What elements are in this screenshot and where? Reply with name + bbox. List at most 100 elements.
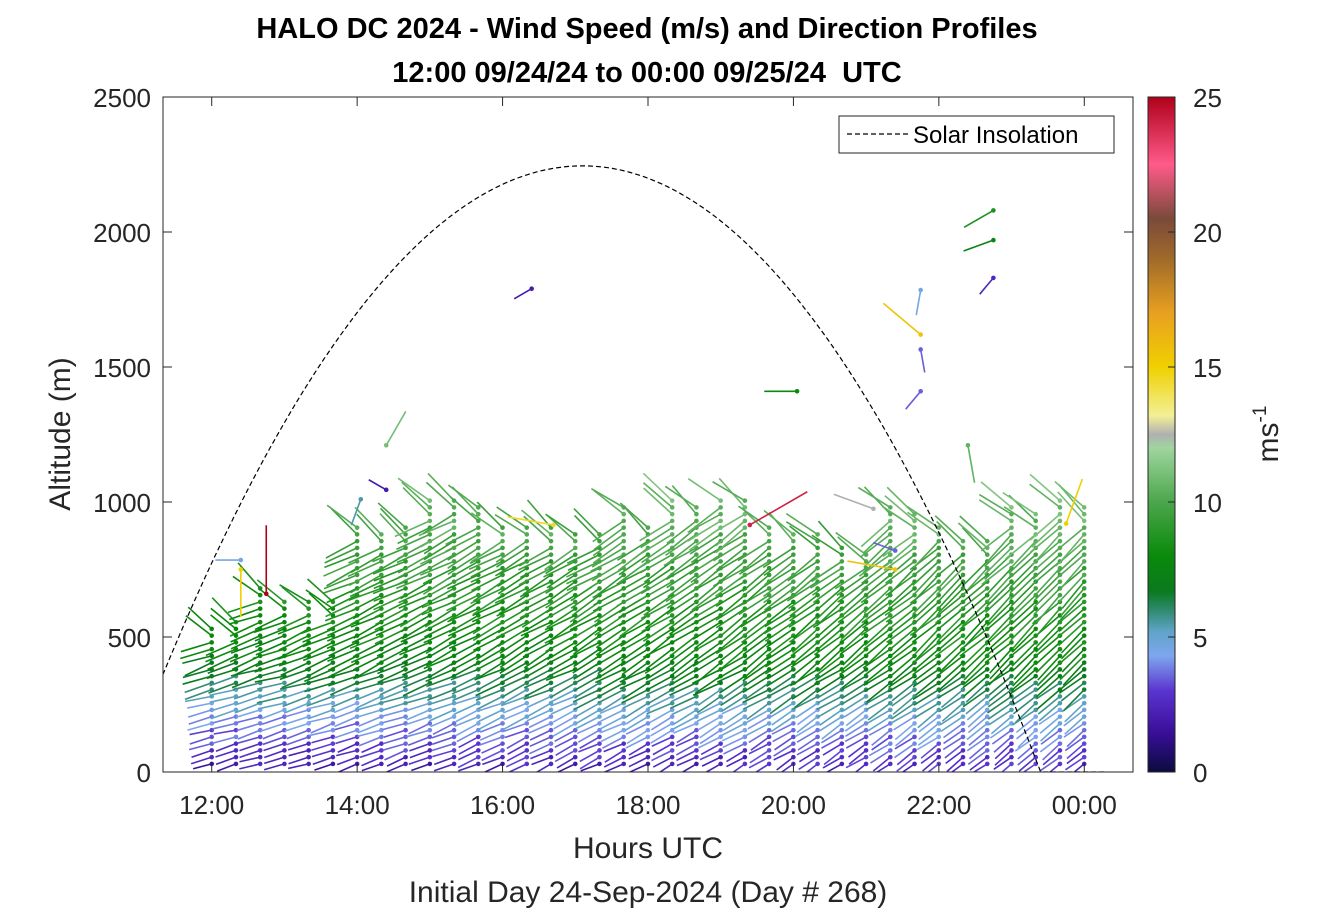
wind-barb-shaft [522, 661, 552, 680]
wind-barb-point [451, 748, 457, 753]
wind-barb-point [839, 572, 845, 578]
wind-barb-point [427, 727, 433, 733]
wind-barb-shaft [882, 506, 915, 529]
wind-barb-shaft [644, 628, 673, 648]
wind-barb-point [960, 748, 966, 753]
wind-barb-point [476, 518, 481, 524]
wind-barb-point [815, 559, 820, 564]
wind-barb-point [379, 552, 384, 557]
wind-barb-shaft [962, 662, 988, 686]
wind-barb-point [742, 532, 748, 537]
wind-barb-point [524, 741, 530, 746]
wind-barb-shaft [796, 742, 818, 756]
wind-barb-shaft [470, 560, 503, 578]
wind-barb-shaft [718, 594, 746, 618]
wind-barb-shaft [604, 749, 625, 763]
wind-barb-shaft [847, 560, 896, 571]
wind-barb-point [238, 567, 244, 572]
wind-barb-point [548, 727, 554, 733]
wind-barb-point [912, 559, 917, 564]
wind-barb-shaft [913, 648, 940, 671]
wind-barb-point [621, 653, 627, 659]
wind-barb-shaft [988, 709, 1012, 726]
wind-barb-shaft [282, 695, 309, 708]
wind-barb-point [427, 748, 433, 753]
wind-barb-point [548, 741, 554, 746]
wind-barb-shaft [643, 594, 673, 616]
colorbar-tick-label: 20 [1193, 218, 1222, 248]
wind-barb-shaft [529, 729, 552, 741]
wind-barb-point [718, 748, 723, 753]
wind-barb-shaft [669, 635, 697, 657]
wind-barb-point [597, 538, 602, 544]
wind-barb-point [791, 741, 796, 746]
wind-barb-shaft [566, 567, 600, 585]
wind-barb-shaft [896, 749, 916, 766]
wind-barb-point [257, 754, 263, 760]
wind-barb-shaft [333, 709, 358, 720]
wind-barb-shaft [427, 472, 455, 502]
wind-barb-point [694, 761, 699, 767]
wind-barb-point [815, 761, 820, 767]
wind-barb-shaft [861, 607, 891, 629]
wind-barb-point [257, 640, 263, 645]
wind-barb-point [621, 572, 627, 578]
wind-barb-point [888, 525, 893, 530]
wind-barb-shaft [620, 641, 649, 662]
wind-barb-point [597, 646, 602, 652]
wind-barb-shaft [426, 675, 455, 688]
colorbar-tick-label: 25 [1193, 83, 1222, 113]
wind-barb-shaft [573, 648, 600, 668]
wind-barb-shaft [645, 668, 673, 684]
wind-barb-point [694, 518, 699, 524]
wind-barb-shaft [257, 682, 285, 690]
wind-barb-point [257, 721, 263, 726]
wind-barb-point [597, 667, 602, 672]
wind-barb-shaft [1003, 506, 1037, 529]
wind-barb-shaft [840, 661, 867, 681]
wind-barb-point [233, 748, 239, 753]
wind-barb-point [839, 721, 845, 726]
wind-barb-shaft [1012, 688, 1037, 706]
wind-barb-point [936, 565, 942, 571]
wind-barb-point [1057, 646, 1063, 652]
wind-barb-shaft [1033, 581, 1061, 608]
wind-barb-point [1009, 680, 1014, 686]
wind-barb-shaft [205, 648, 237, 663]
wind-barb-point [694, 727, 699, 733]
wind-barb-shaft [639, 533, 673, 555]
wind-barb-shaft [941, 702, 964, 722]
wind-barb-shaft [566, 547, 600, 564]
wind-barb-shaft [1002, 491, 1037, 515]
wind-barb-shaft [764, 587, 794, 611]
wind-barb-point [548, 552, 554, 557]
wind-barb-shaft [912, 560, 940, 586]
wind-barb-shaft [328, 661, 358, 678]
wind-barb-point [960, 545, 966, 551]
wind-barb-shaft [665, 580, 697, 603]
chart-subtitle: 12:00 09/24/24 to 00:00 09/25/24 UTC [392, 57, 901, 89]
wind-barb-shaft [304, 682, 334, 693]
wind-barb-point [742, 761, 748, 767]
wind-barb-point [742, 626, 748, 632]
wind-barb-shaft [411, 763, 431, 772]
wind-barb-shaft [427, 695, 455, 706]
wind-barb-shaft [738, 553, 770, 575]
wind-barb-point [548, 761, 554, 767]
wind-barb-shaft [864, 688, 891, 705]
wind-barb-point [718, 586, 723, 591]
wind-barb-point [427, 532, 433, 537]
wind-barb-shaft [447, 560, 479, 580]
wind-barb-point [645, 572, 651, 578]
wind-barb-shaft [237, 736, 261, 744]
wind-barb-point [960, 734, 966, 740]
wind-barb-point [912, 707, 917, 713]
wind-barb-point [524, 761, 530, 767]
wind-barb-shaft [546, 648, 576, 665]
wind-barb-point [548, 538, 554, 544]
wind-barb-point [888, 748, 893, 753]
wind-barb-point [282, 741, 287, 746]
wind-barb-shaft [374, 614, 406, 631]
wind-barb-shaft [788, 607, 819, 628]
wind-barb-point [548, 734, 554, 740]
